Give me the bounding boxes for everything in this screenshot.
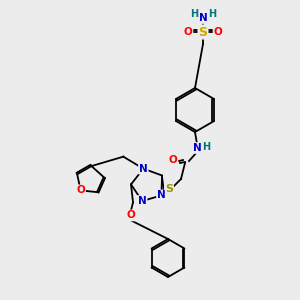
Text: O: O xyxy=(214,27,222,37)
Text: H: H xyxy=(190,9,198,19)
Text: N: N xyxy=(199,13,207,23)
Text: H: H xyxy=(208,9,216,19)
Text: N: N xyxy=(157,190,166,200)
Text: O: O xyxy=(169,155,177,165)
Text: S: S xyxy=(199,26,208,38)
Text: O: O xyxy=(127,210,135,220)
Text: S: S xyxy=(165,184,173,194)
Text: N: N xyxy=(139,164,148,174)
Text: O: O xyxy=(184,27,192,37)
Text: O: O xyxy=(76,185,85,195)
Text: N: N xyxy=(138,196,147,206)
Text: N: N xyxy=(193,143,201,153)
Text: H: H xyxy=(202,142,210,152)
